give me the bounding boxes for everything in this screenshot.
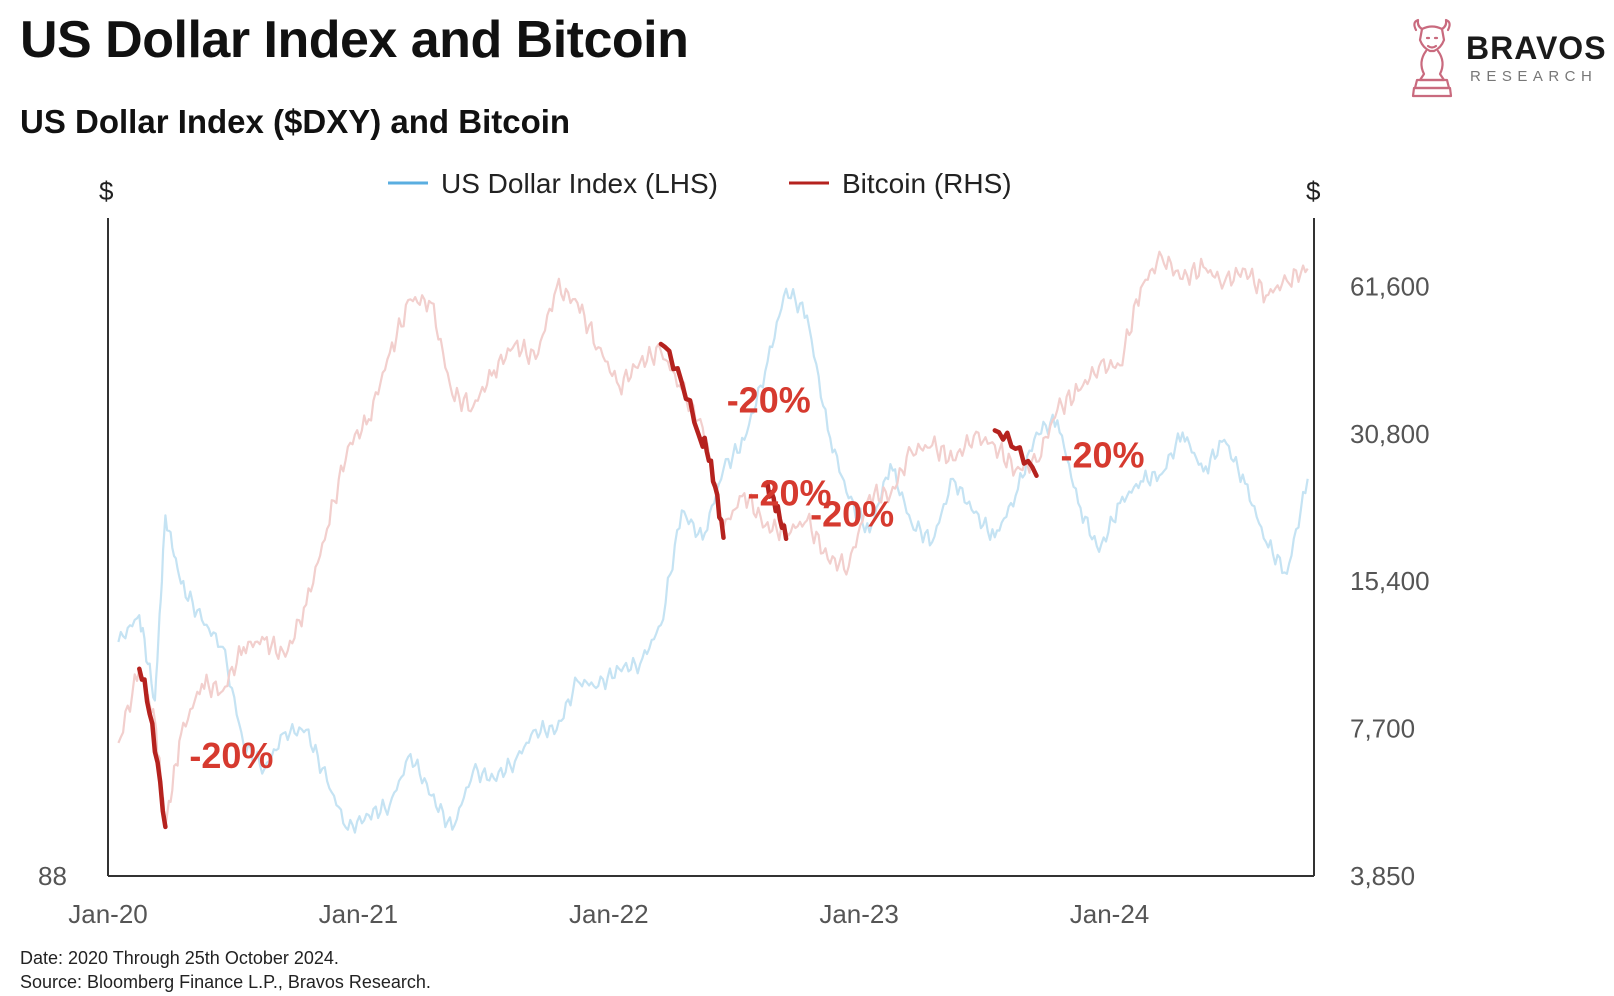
right-tick-label: 30,800 (1350, 419, 1430, 449)
drawdown-segment (658, 341, 705, 449)
right-tick-label: 15,400 (1350, 566, 1430, 596)
right-tick-label: 61,600 (1350, 272, 1430, 302)
drawdown-segment (992, 428, 1039, 478)
drawdown-label: -20% (810, 494, 894, 535)
chart-subtitle: US Dollar Index ($DXY) and Bitcoin (20, 103, 571, 140)
x-tick-label: Jan-21 (319, 899, 399, 929)
legend-label-bitcoin: Bitcoin (RHS) (842, 168, 1012, 199)
right-axis-unit-label: $ (1306, 176, 1321, 206)
chart-legend: US Dollar Index (LHS) Bitcoin (RHS) (388, 168, 1012, 199)
legend-label-dxy: US Dollar Index (LHS) (441, 168, 718, 199)
drawdown-label: -20% (727, 380, 811, 421)
drawdown-highlights (137, 341, 1039, 830)
drawdown-labels: -20%-20%-20%-20%-20% (189, 380, 1144, 776)
bull-knight-icon (1411, 18, 1453, 98)
x-tick-label: Jan-20 (68, 899, 148, 929)
series-layer (117, 250, 1309, 834)
drawdown-segment (137, 666, 168, 830)
series-line-dxy (117, 287, 1309, 834)
drawdown-label: -20% (189, 735, 273, 776)
page-title: US Dollar Index and Bitcoin (20, 11, 689, 69)
brand-tagline: RESEARCH (1470, 68, 1598, 85)
drawdown-segment (762, 480, 789, 542)
x-tick-label: Jan-23 (819, 899, 899, 929)
series-line-bitcoin (117, 250, 1309, 828)
left-tick-label: 88 (38, 861, 67, 891)
x-tick-label: Jan-22 (569, 899, 649, 929)
brand-name: BRAVOS (1466, 30, 1607, 66)
brand-logo: BRAVOS RESEARCH (1408, 18, 1608, 100)
drawdown-segment (700, 435, 726, 540)
tick-labels: Jan-20 Jan-21 Jan-22 Jan-23 Jan-24 88 3,850 7,7… (38, 272, 1430, 930)
chart-axes (107, 218, 1315, 877)
source-note: Source: Bloomberg Finance L.P., Bravos R… (20, 972, 431, 992)
left-axis-unit-label: $ (99, 176, 114, 206)
date-note: Date: 2020 Through 25th October 2024. (20, 948, 339, 968)
drawdown-label: -20% (1061, 434, 1145, 475)
right-tick-label: 7,700 (1350, 714, 1415, 744)
right-tick-label: 3,850 (1350, 861, 1415, 891)
x-tick-label: Jan-24 (1070, 899, 1150, 929)
drawdown-label: -20% (748, 473, 832, 514)
